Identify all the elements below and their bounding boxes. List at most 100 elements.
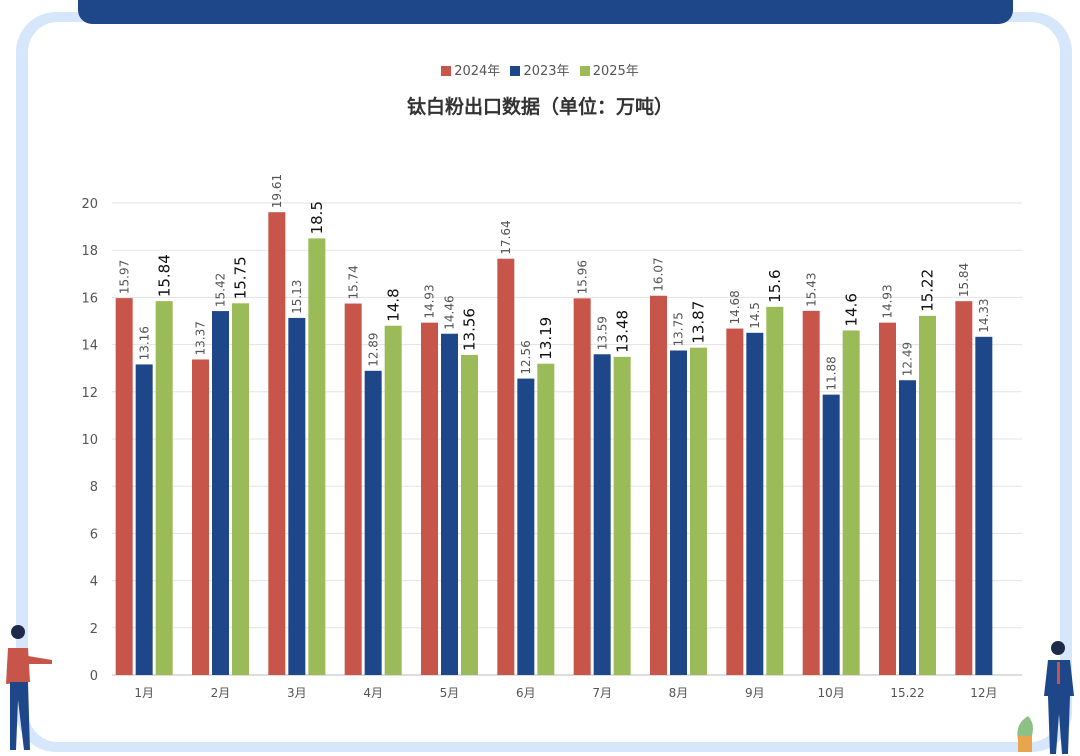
data-label: 15.22 <box>919 269 937 312</box>
bar <box>726 328 744 675</box>
data-label: 13.37 <box>194 321 208 355</box>
data-label: 13.48 <box>613 310 631 353</box>
data-label: 16.07 <box>652 257 666 291</box>
legend-swatch <box>510 66 521 76</box>
x-tick-label: 1月 <box>134 686 154 700</box>
data-label: 12.56 <box>519 340 533 374</box>
data-label: 15.43 <box>804 272 818 306</box>
x-tick-label: 2月 <box>211 686 231 700</box>
bar <box>192 359 209 675</box>
x-tick-label: 9月 <box>745 686 765 700</box>
x-tick-label: 15.22 <box>890 686 924 700</box>
data-label: 13.87 <box>690 301 708 344</box>
data-label: 18.5 <box>308 201 326 234</box>
bar <box>650 295 667 675</box>
data-label: 19.61 <box>270 174 284 208</box>
y-tick-label: 12 <box>81 386 98 401</box>
legend-item-2024[interactable]: 2024年 <box>441 64 500 79</box>
bar <box>842 330 860 675</box>
data-label: 15.84 <box>155 254 173 297</box>
top-banner-bar <box>78 0 1013 24</box>
data-label: 11.88 <box>824 356 838 390</box>
data-label: 14.33 <box>977 298 991 332</box>
data-label: 13.56 <box>461 308 479 351</box>
bar <box>919 315 936 675</box>
data-label: 15.97 <box>117 260 131 294</box>
chart-title: 钛白粉出口数据（单位：万吨） <box>406 96 673 118</box>
x-tick-label: 8月 <box>669 686 689 700</box>
bar <box>670 350 687 675</box>
data-label: 14.8 <box>384 288 402 321</box>
bar <box>461 354 478 675</box>
legend-label: 2024年 <box>454 64 501 79</box>
data-label: 13.16 <box>137 326 151 360</box>
bar <box>384 325 402 675</box>
x-tick-label: 6月 <box>516 686 536 700</box>
bar <box>537 363 555 675</box>
data-label: 17.64 <box>499 220 513 254</box>
x-tick-label: 5月 <box>440 686 460 700</box>
bar <box>899 380 916 675</box>
bar <box>441 333 458 675</box>
x-tick-label: 4月 <box>363 686 383 700</box>
data-label: 13.19 <box>537 317 555 360</box>
data-label: 12.49 <box>901 342 915 376</box>
y-tick-label: 18 <box>81 244 98 259</box>
data-label: 14.93 <box>881 284 895 318</box>
bar <box>593 354 611 675</box>
data-label: 14.5 <box>748 302 762 329</box>
data-label: 15.13 <box>290 280 304 314</box>
y-tick-label: 0 <box>90 669 98 684</box>
bar <box>364 370 382 675</box>
legend-label: 2025年 <box>592 64 639 79</box>
y-tick-label: 6 <box>90 527 98 542</box>
x-tick-label: 10月 <box>818 686 845 700</box>
bar <box>497 258 515 675</box>
y-tick-label: 10 <box>81 433 98 448</box>
bar <box>613 356 631 675</box>
bar <box>344 303 362 675</box>
woman-illustration <box>6 625 52 750</box>
bar <box>115 298 133 675</box>
legend-swatch <box>441 66 452 76</box>
bar <box>879 322 896 675</box>
legend-swatch <box>579 66 590 76</box>
data-label: 13.75 <box>672 312 686 346</box>
legend-item-2023[interactable]: 2023年 <box>510 64 570 79</box>
x-tick-label: 7月 <box>592 686 612 700</box>
bar <box>746 332 764 675</box>
bar <box>232 303 249 675</box>
data-label: 15.42 <box>214 273 228 307</box>
data-label: 14.6 <box>842 293 860 326</box>
y-tick-label: 16 <box>81 291 98 306</box>
data-label: 12.89 <box>366 332 380 366</box>
x-tick-label: 12月 <box>970 686 997 700</box>
legend: 2024年 2023年 2025年 <box>0 60 1080 79</box>
bar <box>690 347 707 675</box>
bar <box>975 336 993 675</box>
bar <box>268 212 286 676</box>
data-label: 15.6 <box>766 269 784 302</box>
bar <box>155 301 173 675</box>
y-tick-label: 14 <box>81 339 98 354</box>
data-label: 13.59 <box>595 316 609 350</box>
bar <box>288 317 306 675</box>
man-illustration <box>1017 641 1074 754</box>
data-label: 15.74 <box>346 265 360 299</box>
data-label: 14.46 <box>443 295 457 329</box>
y-tick-label: 2 <box>90 622 98 637</box>
bar <box>766 306 784 675</box>
bar <box>573 298 591 675</box>
bar <box>517 378 535 675</box>
data-label: 15.75 <box>232 256 250 299</box>
legend-label: 2023年 <box>523 64 570 79</box>
legend-item-2025[interactable]: 2025年 <box>579 64 639 79</box>
bar <box>802 310 820 675</box>
bar <box>955 301 973 675</box>
bar <box>421 322 438 675</box>
x-tick-label: 3月 <box>287 686 307 700</box>
y-tick-label: 4 <box>90 575 98 590</box>
bar <box>212 311 229 675</box>
data-label: 14.93 <box>423 284 437 318</box>
